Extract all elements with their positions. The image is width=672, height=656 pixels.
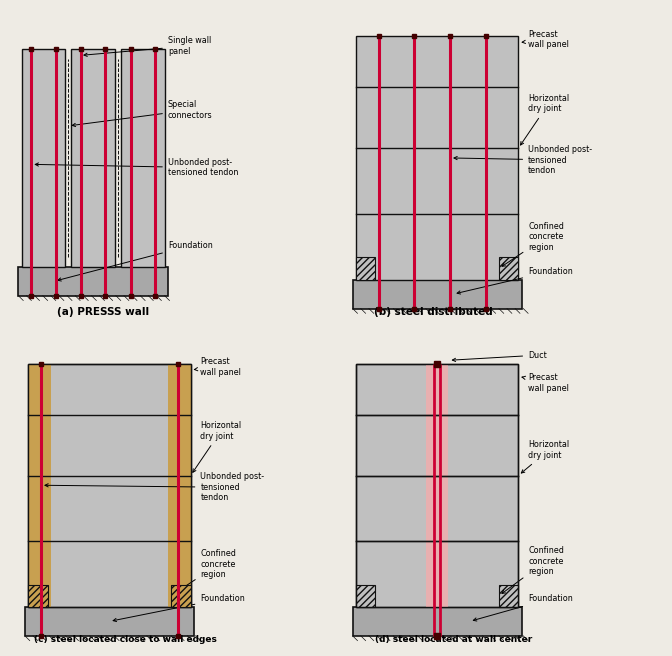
Text: Horizontal
dry joint: Horizontal dry joint (521, 440, 569, 473)
Text: Horizontal
dry joint: Horizontal dry joint (521, 94, 569, 145)
Text: Confined
concrete
region: Confined concrete region (502, 222, 564, 266)
Text: Confined
concrete
region: Confined concrete region (174, 549, 237, 594)
Text: (b) steel distributed: (b) steel distributed (374, 306, 493, 316)
Text: Precast
wall panel: Precast wall panel (194, 357, 241, 377)
Text: Precast
wall panel: Precast wall panel (522, 30, 569, 49)
Text: Foundation: Foundation (473, 594, 573, 621)
Bar (356, 584, 376, 607)
Text: (d) steel located at wall center: (d) steel located at wall center (375, 635, 532, 644)
Text: Special
connectors: Special connectors (73, 100, 212, 127)
Bar (25, 607, 194, 636)
Bar (28, 584, 48, 607)
Text: Unbonded post-
tensioned
tendon: Unbonded post- tensioned tendon (454, 145, 592, 175)
Bar (353, 279, 521, 308)
Bar (28, 363, 191, 607)
Bar (28, 363, 51, 607)
Text: (a) PRESSS wall: (a) PRESSS wall (57, 306, 149, 316)
Bar (356, 363, 518, 607)
Text: Foundation: Foundation (58, 241, 212, 281)
Text: Precast
wall panel: Precast wall panel (522, 373, 569, 392)
Bar (28, 363, 191, 607)
Text: Unbonded post-
tensioned
tendon: Unbonded post- tensioned tendon (45, 472, 265, 502)
Bar (18, 267, 168, 296)
Bar (356, 363, 518, 607)
Bar (121, 49, 165, 267)
Text: Horizontal
dry joint: Horizontal dry joint (193, 421, 241, 472)
Text: (c) steel located close to wall edges: (c) steel located close to wall edges (34, 635, 217, 644)
Text: Single wall
panel: Single wall panel (84, 36, 211, 56)
Bar (22, 49, 65, 267)
Bar (168, 363, 191, 607)
Bar (353, 607, 521, 636)
Bar (499, 257, 518, 279)
Text: Foundation: Foundation (457, 267, 573, 294)
Text: Duct: Duct (452, 351, 547, 361)
Bar (71, 49, 115, 267)
Bar (499, 584, 518, 607)
Bar (171, 584, 191, 607)
Text: Foundation: Foundation (113, 594, 245, 622)
Bar (426, 363, 448, 607)
Text: Confined
concrete
region: Confined concrete region (502, 546, 564, 594)
Bar (356, 36, 518, 279)
Bar (356, 257, 376, 279)
Text: Unbonded post-
tensioned tendon: Unbonded post- tensioned tendon (35, 158, 239, 177)
